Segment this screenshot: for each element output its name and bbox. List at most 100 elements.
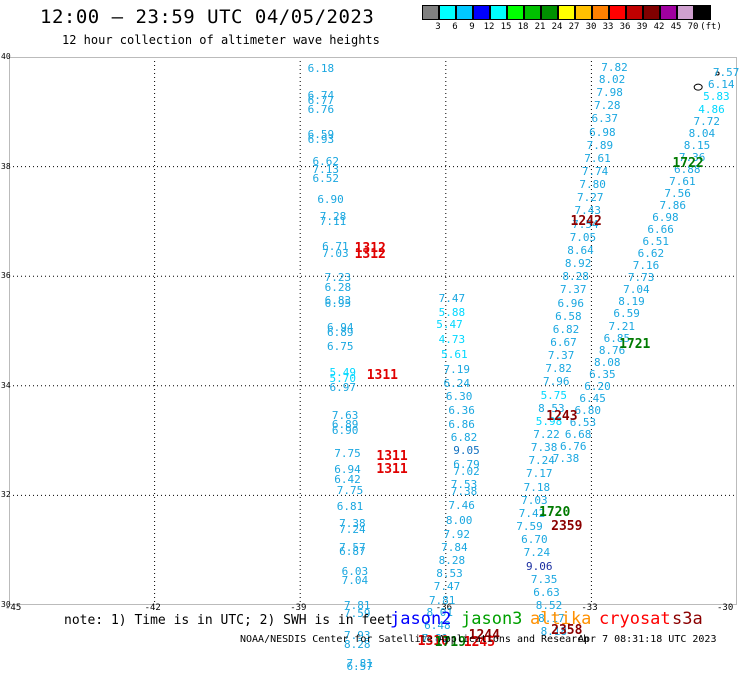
wave-height-value: 7.56 [664,186,691,200]
wave-height-value: 6.53 [569,415,597,429]
colorbar-swatch [643,5,660,20]
wave-height-value: 6.81 [336,500,364,514]
wave-height-value: 7.22 [533,428,560,442]
wave-height-value: 6.28 [324,281,352,295]
wave-height-value: 7.03 [322,247,349,261]
wave-height-value: 7.81 [421,631,449,645]
wave-height-value: 6.67 [550,335,577,349]
colorbar-swatch [660,5,677,20]
wave-height-value: 7.02 [453,465,480,479]
colorbar-swatch [490,5,507,20]
wave-height-value: 8.64 [567,243,594,257]
wave-height-value: 7.61 [584,151,611,165]
colorbar-swatch [541,5,558,20]
wave-height-value: 7.86 [659,198,686,212]
y-tick-label: 36 [1,271,11,281]
wave-height-value: 5.70 [329,371,356,385]
wave-height-value: 7.24 [523,546,551,560]
wave-height-value: 7.84 [441,540,468,554]
wave-height-value: 7.23 [324,271,352,285]
wave-height-value: 7.11 [319,215,347,229]
wave-height-value: 6.74 [307,89,335,103]
colorbar-swatch [507,5,524,20]
x-tick-label: -36 [435,603,453,613]
colorbar-label: 9 [469,22,475,32]
wave-height-value: 7.72 [693,114,720,128]
wave-height-value: 6.30 [445,389,473,403]
wave-height-value: 9.06 [526,559,553,573]
wave-height-value: 7.59 [516,520,543,534]
wave-height-value: 7.75 [336,483,364,497]
wave-height-value: 6.89 [331,418,359,432]
colorbar-swatch [439,5,456,20]
pass-time-label: 1310 [417,633,449,649]
legend-item-jason2: jason2 [390,609,452,629]
pass-time-label: 1311 [366,367,399,383]
wave-height-value: 6.35 [589,367,616,381]
wave-height-value: 8.53 [538,401,565,415]
wave-height-value: 7.92 [443,527,471,541]
legend-item-altika: altika [530,609,592,629]
wave-height-value: 6.59 [307,127,335,141]
x-tick-label: -30 [717,603,734,613]
wave-height-value: 7.04 [623,283,650,297]
wave-height-value: 7.05 [569,230,597,244]
pass-time-label: 1312 [354,240,386,256]
wave-height-value: 7.82 [601,60,628,74]
colorbar-swatch [422,5,439,20]
wave-height-value: 7.59 [344,607,371,621]
wave-height-value: 7.43 [574,204,602,218]
wave-height-value: 5.98 [535,414,563,428]
wave-height-value: 5.47 [436,318,463,332]
colorbar-label: 24 [551,22,563,32]
wave-height-value: 6.95 [324,296,352,310]
wave-height-value: 6.94 [334,463,361,477]
wave-height-value: 6.20 [584,379,611,393]
wave-height-value: 6.62 [637,247,665,261]
y-tick-label: 30 [1,600,11,609]
x-tick-label: -45 [5,603,22,613]
plot-frame [9,57,737,605]
island-outline [693,83,703,91]
colorbar-label: 27 [568,22,580,32]
colorbar-label: 15 [500,22,512,32]
colorbar-label: 21 [534,22,546,32]
wave-height-value: 7.57 [712,66,740,80]
wave-height-value: 5.49 [329,366,356,380]
wave-height-value: 7.98 [596,86,623,100]
wave-height-value: 7.37 [547,349,575,363]
wave-height-value: 7.81 [344,599,371,612]
wave-height-value: 7.38 [450,485,478,499]
wave-height-value: 7.74 [581,164,609,178]
wave-height-value: 6.83 [324,293,352,307]
wave-height-value: 7.61 [669,174,696,188]
wave-height-value: 6.03 [341,565,369,579]
wave-height-value: 7.27 [576,191,604,205]
wave-height-value: 6.89 [327,326,354,340]
wave-height-value: 6.82 [552,322,580,336]
colorbar-label: 70 [687,22,699,32]
wave-height-value: 6.87 [339,545,366,559]
wave-height-value: 7.16 [632,259,660,273]
wave-height-value: 7.36 [678,150,706,164]
colorbar-label: 12 [483,22,495,32]
wave-height-value: 6.52 [312,171,339,185]
wave-height-value: 7.38 [530,441,558,455]
pass-time-label: 1722 [672,156,704,172]
wave-height-value: 6.90 [317,193,344,207]
wave-height-value: 7.21 [608,319,636,333]
wave-height-value: 6.14 [708,78,735,92]
wave-height-value: 6.98 [652,211,679,225]
wave-height-value: 6.85 [603,331,631,345]
page-subtitle: 12 hour collection of altimeter wave hei… [62,33,380,47]
wave-height-value: 8.52 [535,599,563,612]
wave-height-value: 7.35 [530,572,558,586]
wave-height-value: 6.42 [334,472,361,486]
wave-height-value: 6.36 [448,404,475,418]
pass-time-label: 1311 [376,448,408,464]
pass-time-label: 2359 [551,518,583,534]
colorbar-label: 36 [619,22,631,32]
wave-height-value: 7.24 [339,523,366,537]
wave-height-value: 8.28 [344,638,371,652]
wave-height-value: 6.70 [521,533,548,547]
